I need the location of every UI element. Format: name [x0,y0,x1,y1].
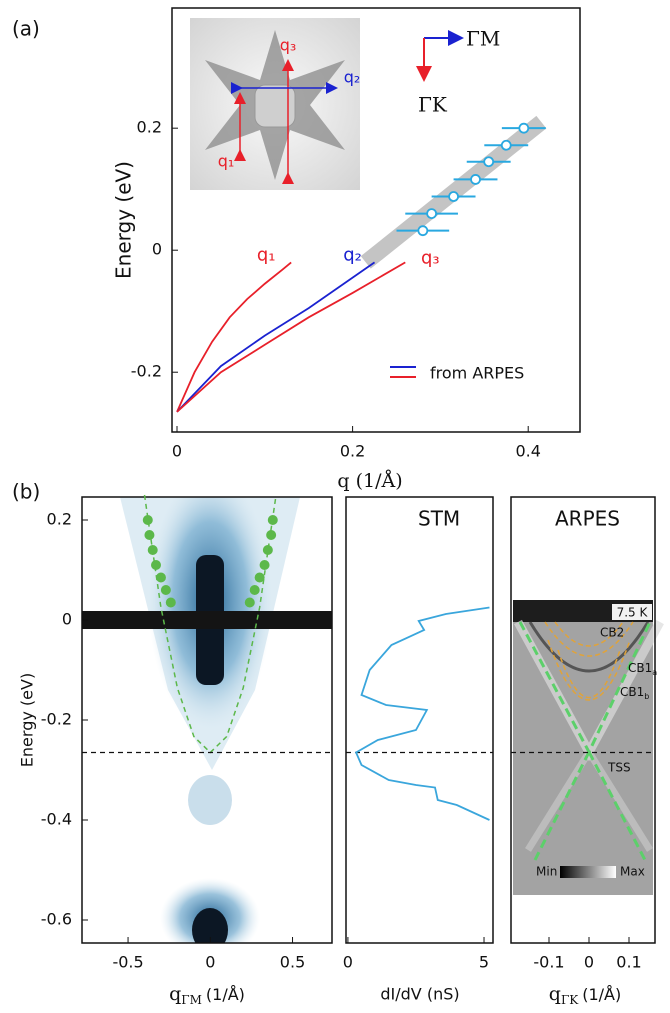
band-label-sub: b [644,692,649,701]
band-label-main: CB1 [628,661,652,675]
series-line [176,261,406,413]
dispersion-dot [165,597,176,608]
data-point [500,139,512,151]
x-axis-label-unit: (1/Å) [206,985,245,1004]
data-point [483,156,495,168]
dispersion-dot [267,515,278,525]
x-tick-label: 0 [172,442,182,461]
dispersion-dot [254,572,265,583]
band-label: CB1b [620,685,649,701]
x-axis-label-sub: ΓM [181,993,202,1007]
series-line [176,261,292,413]
x-tick-label: 0 [343,953,353,972]
colorbar-label: Max [620,865,645,879]
x-tick-label: -0.5 [112,953,143,972]
dispersion-dot [151,560,162,570]
x-axis-label: dI/dV (nS) [380,985,459,1004]
series-label: q₁ [257,244,276,265]
y-tick-label: 0 [62,610,72,629]
data-point [426,208,438,219]
y-tick-label: 0 [152,240,162,259]
y-tick-label: 0.2 [47,510,72,529]
inset-label: q₁ [218,152,235,171]
x-tick-label: 0 [584,953,594,972]
data-point [448,191,459,202]
x-tick-label: -0.1 [533,953,564,972]
dispersion-dot [155,572,166,583]
dispersion-dot [266,530,277,540]
panel-label: (b) [12,480,40,504]
data-point [417,225,429,237]
panel-title: STM [418,507,460,531]
x-tick-label: 0.2 [340,442,365,461]
band-label: TSS [607,761,631,775]
series-label: q₂ [343,244,362,265]
dispersion-dot [244,597,255,608]
y-tick-label: -0.6 [41,910,72,929]
dispersion-dot [142,515,153,525]
y-axis-label: Energy (eV) [18,673,37,767]
inset-label: q₂ [344,68,361,87]
dispersion-dot [262,545,273,555]
dispersion-dot [147,545,158,555]
x-axis-label: qΓM (1/Å) [169,983,245,1007]
dispersion-dot [144,530,155,540]
x-tick-label: 0 [205,953,215,972]
data-point [470,174,481,185]
x-axis-label-unit: (1/Å) [582,985,621,1004]
x-tick-label: 5 [479,953,489,972]
legend-label: from ARPES [430,364,524,383]
dispersion-dot [249,585,260,595]
inset [190,18,360,190]
x-axis-label-sub: ΓK [561,993,579,1007]
colorbar-label: Min [536,865,557,879]
data-point [518,122,530,134]
dispersion-dot [160,585,171,595]
x-tick-label: 0.1 [616,953,641,972]
dispersion-dot [259,560,270,570]
arpes-image [513,600,664,895]
panel-label: (a) [12,17,40,41]
plot-frame [510,496,656,944]
temperature-label: 7.5 K [617,606,649,620]
series-line [354,606,490,821]
plot-frame [171,7,581,433]
series-line [176,261,376,413]
heatmap-image [82,497,332,943]
x-tick-label: 0.5 [280,953,305,972]
x-axis-label-main: q [549,983,561,1005]
x-axis-label: q (1/Å) [337,470,402,492]
y-tick-label: 0.2 [137,118,162,137]
plot-frame [345,496,494,944]
y-tick-label: -0.2 [131,362,162,381]
direction-label: ΓK [418,93,448,117]
band-label: CB2 [600,626,624,640]
x-tick-label: 0.4 [515,442,540,461]
band-label-main: CB1 [620,685,644,699]
direction-label: ΓM [466,27,500,51]
series-label: q₃ [421,247,440,268]
y-tick-label: -0.4 [41,810,72,829]
y-axis-label: Energy (eV) [112,161,136,279]
panel-title: ARPES [555,507,620,531]
inset-label: q₃ [280,36,297,55]
x-axis-label-main: q [169,983,181,1005]
y-tick-label: -0.2 [41,710,72,729]
x-axis-label: qΓK (1/Å) [549,983,621,1007]
